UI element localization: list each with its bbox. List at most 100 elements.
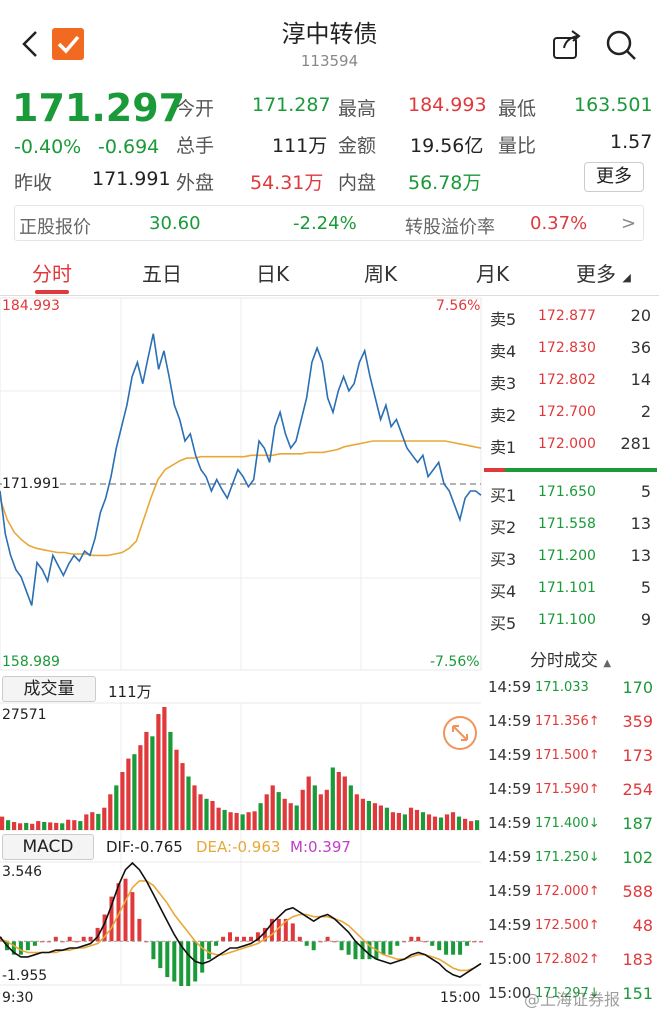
price-axis-bottom: 158.989 (2, 654, 60, 670)
volume-bar (222, 809, 227, 830)
volume-bar (276, 792, 281, 830)
volume-value: 111万 (272, 135, 328, 157)
indicator-volume-button[interactable]: 成交量 (2, 676, 96, 702)
macd-histogram-bar (95, 927, 100, 942)
pct-axis-top: 7.56% (436, 298, 481, 314)
macd-histogram-bar (297, 936, 302, 942)
macd-histogram-bar (88, 936, 93, 942)
volume-bar (78, 821, 83, 830)
high-label: 最高 (338, 98, 377, 120)
tab-weekly-k[interactable]: 周K (364, 262, 398, 286)
trade-time: 14:59 (488, 678, 532, 696)
volume-bar (138, 745, 143, 830)
macd-histogram-bar (353, 941, 358, 960)
tab-monthly-k[interactable]: 月K (476, 262, 510, 286)
expand-icon[interactable] (442, 715, 478, 751)
trade-row: 14:59 171.033 170 (486, 678, 659, 706)
trade-row: 15:00 171.297↓ 151 (486, 984, 659, 1009)
volume-bar (312, 785, 317, 830)
chevron-right-icon: > (621, 213, 637, 234)
trade-volume: 254 (622, 780, 653, 799)
tab-more-label: 更多 (576, 262, 616, 286)
tab-more[interactable]: 更多 ◢ (576, 258, 631, 287)
amount-value: 19.56亿 (410, 135, 484, 157)
amount-label: 金额 (338, 135, 377, 157)
level-volume: 9 (640, 610, 651, 629)
volume-bar (90, 812, 95, 830)
ask-row[interactable]: 卖5 172.877 20 (482, 306, 659, 336)
ask-row[interactable]: 卖3 172.802 14 (482, 370, 659, 400)
trade-volume: 151 (622, 984, 653, 1003)
volume-bar (210, 801, 215, 830)
volume-bar (354, 794, 359, 830)
tab-daily-k[interactable]: 日K (256, 262, 290, 286)
volume-bar (330, 767, 335, 830)
level-price: 172.802 (538, 372, 596, 388)
premium-value: 0.37% (530, 213, 588, 234)
trades-header[interactable]: 分时成交 ▲ (482, 646, 659, 674)
macd-histogram-bar (221, 936, 226, 942)
volume-bar (24, 822, 29, 830)
macd-histogram-bar (255, 932, 260, 942)
underlying-stock-bar[interactable]: 正股报价 30.60 -2.24% 转股溢价率 0.37% > (14, 205, 644, 241)
bid-row[interactable]: 买3 171.200 13 (482, 546, 659, 576)
volume-bar (186, 776, 191, 830)
more-button[interactable]: 更多 (584, 162, 644, 192)
trade-time: 14:59 (488, 780, 532, 798)
macd-histogram-bar (46, 941, 51, 943)
indicator-macd-button[interactable]: MACD (2, 834, 94, 860)
time-axis-start: 9:30 (2, 990, 34, 1006)
bid-row[interactable]: 买1 171.650 5 (482, 482, 659, 512)
volume-bar (402, 814, 407, 830)
volume-bar (390, 812, 395, 830)
volume-bar (198, 794, 203, 830)
level-label: 卖4 (490, 342, 517, 361)
macd-histogram-bar (11, 941, 16, 955)
volume-bar (120, 772, 125, 830)
trade-row: 14:59 172.500↑ 48 (486, 916, 659, 944)
level-label: 卖5 (490, 310, 517, 329)
level-price: 172.830 (538, 340, 596, 356)
level-label: 买3 (490, 550, 517, 569)
tab-five-day[interactable]: 五日 (142, 262, 182, 286)
share-icon[interactable] (550, 28, 584, 62)
ask-row[interactable]: 卖2 172.700 2 (482, 402, 659, 432)
level-price: 171.101 (538, 580, 596, 596)
outer-label: 外盘 (176, 172, 215, 194)
volume-bar (216, 807, 221, 830)
macd-histogram-bar (276, 918, 281, 942)
bid-row[interactable]: 买5 171.100 9 (482, 610, 659, 640)
macd-histogram-bar (60, 941, 65, 943)
volume-bar (180, 763, 185, 830)
favorite-checkbox-icon[interactable] (52, 28, 84, 60)
bid-row[interactable]: 买4 171.101 5 (482, 578, 659, 608)
volume-bar (270, 785, 275, 830)
ask-row[interactable]: 卖1 172.000 281 (482, 434, 659, 464)
volume-bar (366, 801, 371, 830)
trade-row: 14:59 171.356↑ 359 (486, 712, 659, 740)
bid-row[interactable]: 买2 171.558 13 (482, 514, 659, 544)
ask-row[interactable]: 卖4 172.830 36 (482, 338, 659, 368)
volume-bar (144, 731, 149, 830)
level-label: 卖3 (490, 374, 517, 393)
volume-bar (438, 817, 444, 830)
time-axis-end: 15:00 (440, 990, 481, 1006)
macd-histogram-bar (165, 941, 170, 978)
search-icon[interactable] (604, 28, 638, 62)
macd-histogram-bar (465, 941, 470, 946)
volume-bar (444, 814, 450, 830)
level-volume: 13 (630, 546, 651, 565)
trade-time: 14:59 (488, 916, 532, 934)
trade-time: 14:59 (488, 746, 532, 764)
inner-label: 内盘 (338, 172, 377, 194)
back-icon[interactable] (18, 28, 40, 60)
macd-histogram-bar (395, 941, 400, 946)
macd-histogram-bar (479, 941, 483, 943)
tab-intraday[interactable]: 分时 (32, 262, 72, 286)
macd-histogram-bar (346, 941, 351, 955)
macd-histogram-bar (249, 936, 253, 942)
price-line (0, 333, 482, 606)
volume-bar (240, 814, 245, 830)
volume-bar (96, 813, 101, 830)
